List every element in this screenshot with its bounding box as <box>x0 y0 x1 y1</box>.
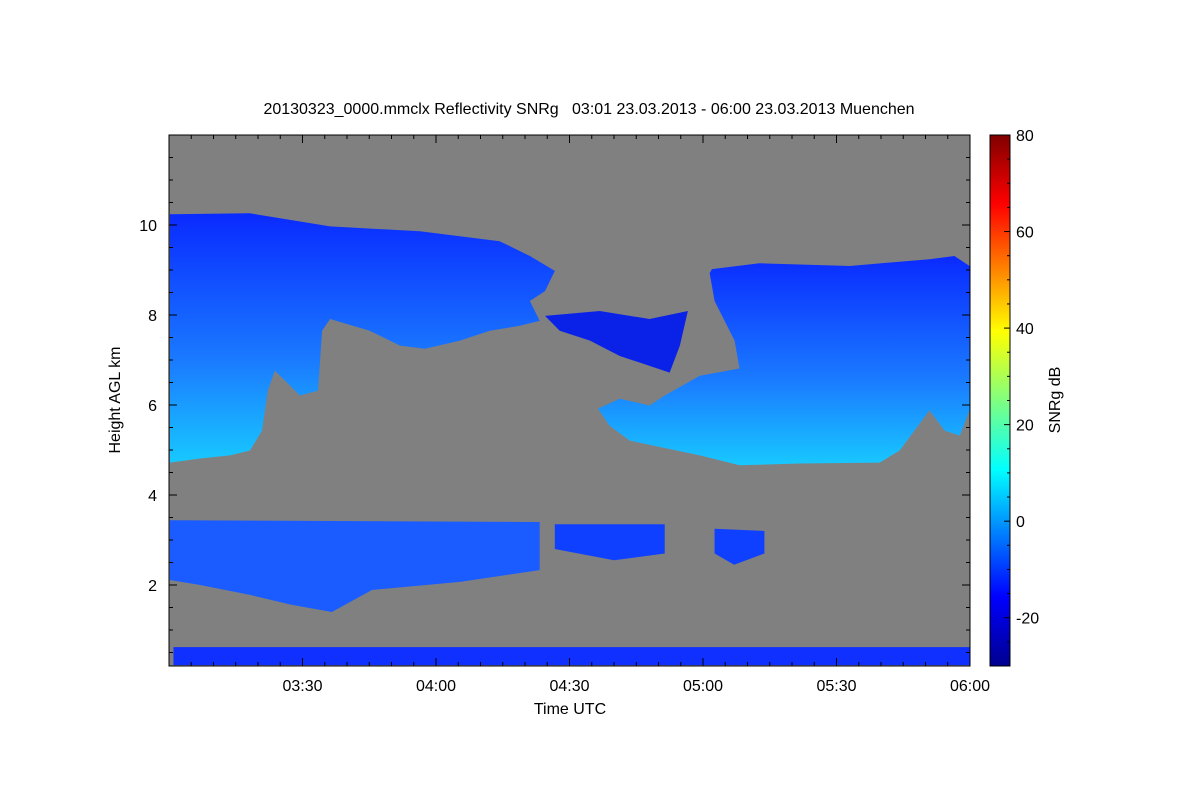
upper-cloud-right <box>597 256 970 466</box>
lower-cloud-main <box>169 520 540 612</box>
colorbar-tick-label: 80 <box>1016 128 1034 145</box>
y-tick-label: 6 <box>148 398 157 415</box>
y-tick-label: 10 <box>139 218 157 235</box>
colorbar-tick-label: 60 <box>1016 225 1034 242</box>
x-tick-label: 05:30 <box>816 678 856 695</box>
colorbar-tick-label: 40 <box>1016 321 1034 338</box>
colorbar-tick-label: 0 <box>1016 514 1025 531</box>
y-axis-label: Height AGL km <box>107 346 124 453</box>
upper-cloud-middle <box>545 310 688 373</box>
y-tick-label: 8 <box>148 308 157 325</box>
lower-cloud-patch-2 <box>714 528 765 565</box>
upper-cloud-left <box>169 213 555 463</box>
x-tick-label: 05:00 <box>683 678 723 695</box>
x-axis-label: Time UTC <box>534 701 606 718</box>
lower-cloud-patch-1 <box>554 524 665 561</box>
colorbar-tick-label: 20 <box>1016 418 1034 435</box>
y-tick-label: 4 <box>148 488 157 505</box>
x-tick-label: 03:30 <box>282 678 322 695</box>
colorbar-tick-label: -20 <box>1016 611 1039 628</box>
chart-title: 20130323_0000.mmclx Reflectivity SNRg 03… <box>263 101 914 118</box>
x-tick-label: 04:30 <box>549 678 589 695</box>
ground-clutter <box>173 647 970 666</box>
x-tick-label: 04:00 <box>416 678 456 695</box>
x-tick-label: 06:00 <box>950 678 990 695</box>
y-tick-label: 2 <box>148 578 157 595</box>
colorbar-label: SNRg dB <box>1047 367 1064 434</box>
